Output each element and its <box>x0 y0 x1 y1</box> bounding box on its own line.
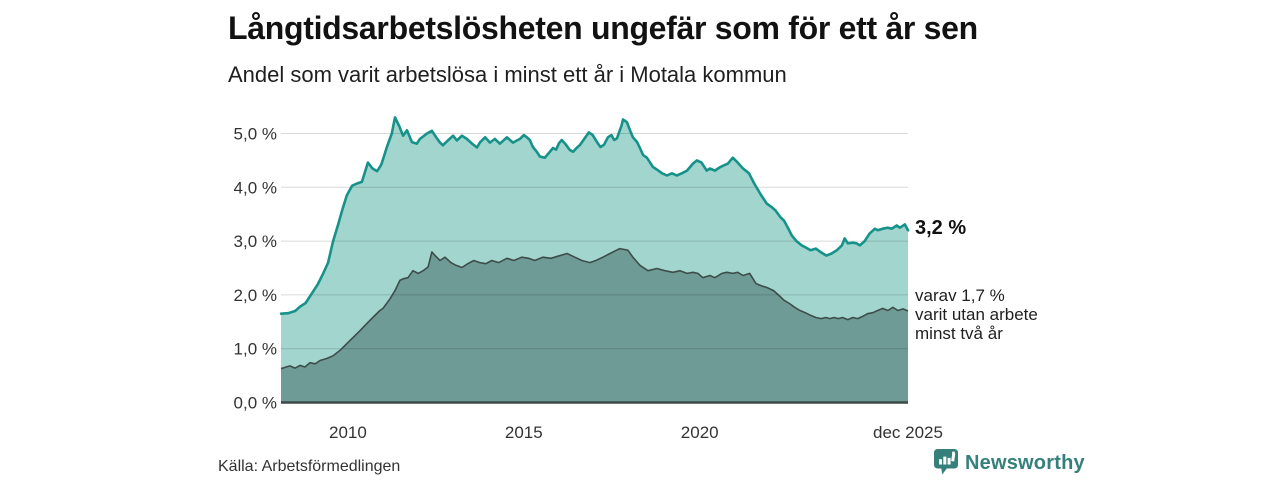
annotation-total-value: 3,2 % <box>915 217 967 239</box>
annotation-two-years-line1: varav 1,7 % <box>915 286 1005 305</box>
brand-lockup: Newsworthy <box>934 449 1085 477</box>
line-total-one-year <box>279 116 910 315</box>
source-note: Källa: Arbetsförmedlingen <box>218 458 401 475</box>
line-two-years <box>280 247 909 370</box>
annotation-two-years: varav 1,7 % varit utan arbete minst två … <box>915 286 1038 343</box>
y-tick-label: 5,0 % <box>234 125 277 144</box>
page-title: Långtidsarbetslösheten ungefär som för e… <box>228 10 978 46</box>
y-tick-label: 0,0 % <box>234 394 277 413</box>
y-tick-label: 3,0 % <box>234 232 277 251</box>
x-tick-label: 2020 <box>681 423 719 442</box>
area-two-years <box>281 248 908 403</box>
brand-name: Newsworthy <box>965 451 1085 474</box>
x-tick-label: dec 2025 <box>873 423 943 442</box>
y-tick-label: 2,0 % <box>234 286 277 305</box>
y-tick-label: 4,0 % <box>234 178 277 197</box>
annotation-two-years-line3: minst två år <box>915 324 1003 343</box>
x-tick-label: 2010 <box>329 423 367 442</box>
newsworthy-logo-icon <box>934 449 958 477</box>
y-tick-label: 1,0 % <box>234 340 277 359</box>
annotation-two-years-line2: varit utan arbete <box>915 305 1038 324</box>
x-tick-label: 2015 <box>505 423 543 442</box>
chart-subtitle: Andel som varit arbetslösa i minst ett å… <box>228 62 787 87</box>
